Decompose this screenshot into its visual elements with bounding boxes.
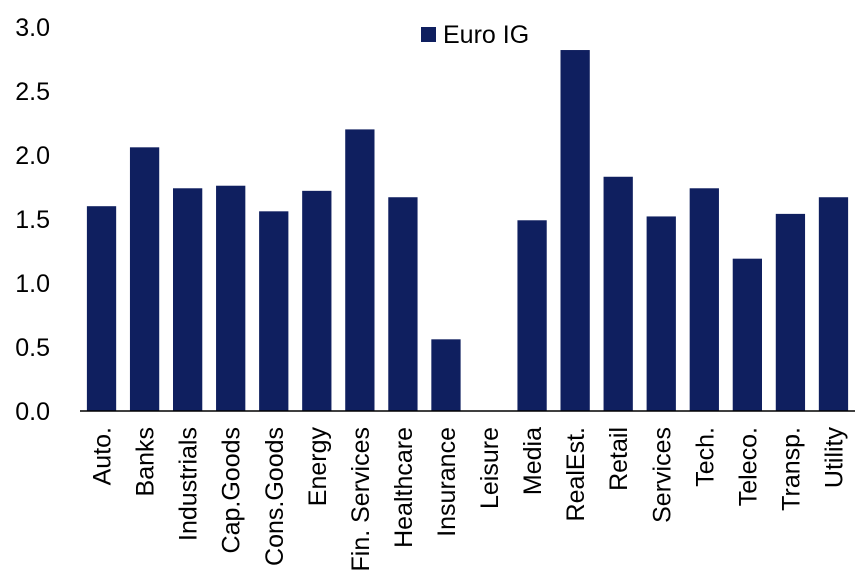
bar-cap-goods bbox=[216, 185, 246, 411]
y-tick-label: 2.5 bbox=[15, 78, 50, 106]
bar-transp bbox=[775, 213, 806, 411]
x-tick-label: Cons.Goods bbox=[261, 427, 289, 566]
legend: Euro IG bbox=[421, 21, 529, 49]
x-tick-label: Cap.Goods bbox=[218, 427, 246, 553]
bar-healthcare bbox=[388, 197, 418, 411]
bar-auto bbox=[86, 206, 117, 411]
x-tick-label: Insurance bbox=[433, 427, 461, 537]
x-tick-label: Leisure bbox=[476, 427, 504, 509]
bar-tech bbox=[689, 188, 719, 411]
y-tick-label: 2.0 bbox=[15, 142, 50, 170]
bar-cons-goods bbox=[259, 211, 289, 411]
x-tick-label: Teleco. bbox=[734, 427, 762, 506]
x-tick-label: Utility bbox=[820, 427, 848, 489]
x-tick-label: Healthcare bbox=[390, 427, 418, 548]
x-tick-label: Retail bbox=[605, 427, 633, 491]
x-tick-label: Banks bbox=[132, 427, 160, 496]
bar-insurance bbox=[431, 339, 461, 411]
bar-energy bbox=[302, 190, 332, 411]
bar-media bbox=[517, 220, 547, 411]
x-axis-tick-labels: Auto. Banks Industrials Cap.Goods Cons.Goods… bbox=[89, 427, 849, 572]
y-tick-label: 0.5 bbox=[15, 334, 50, 362]
bar-banks bbox=[129, 147, 160, 411]
bar-services bbox=[646, 216, 676, 411]
x-tick-label: Tech. bbox=[691, 427, 719, 487]
bar-industrials bbox=[173, 188, 203, 411]
bar-retail bbox=[603, 176, 633, 411]
y-tick-label: 1.5 bbox=[15, 206, 50, 234]
bar-utility bbox=[818, 197, 849, 411]
x-tick-label: Auto. bbox=[89, 427, 117, 485]
bars-group bbox=[86, 50, 849, 411]
x-tick-label: Media bbox=[519, 427, 547, 495]
bar-fin-services bbox=[345, 129, 375, 411]
x-tick-label: Transp. bbox=[777, 427, 805, 511]
x-tick-label: Fin. Services bbox=[347, 427, 375, 571]
y-tick-label: 0.0 bbox=[15, 398, 50, 426]
x-tick-label: Services bbox=[648, 427, 676, 523]
x-tick-label: RealEst. bbox=[562, 427, 590, 521]
bar-realest bbox=[560, 50, 590, 411]
legend-swatch-euro-ig bbox=[421, 27, 436, 42]
y-tick-label: 3.0 bbox=[15, 14, 50, 42]
legend-label-euro-ig: Euro IG bbox=[443, 21, 529, 49]
x-tick-label: Energy bbox=[304, 427, 332, 507]
y-tick-label: 1.0 bbox=[15, 270, 50, 298]
y-axis-tick-labels: 0.0 0.5 1.0 1.5 2.0 2.5 3.0 bbox=[15, 14, 50, 426]
bar-teleco bbox=[732, 258, 762, 411]
x-tick-label: Industrials bbox=[175, 427, 203, 541]
